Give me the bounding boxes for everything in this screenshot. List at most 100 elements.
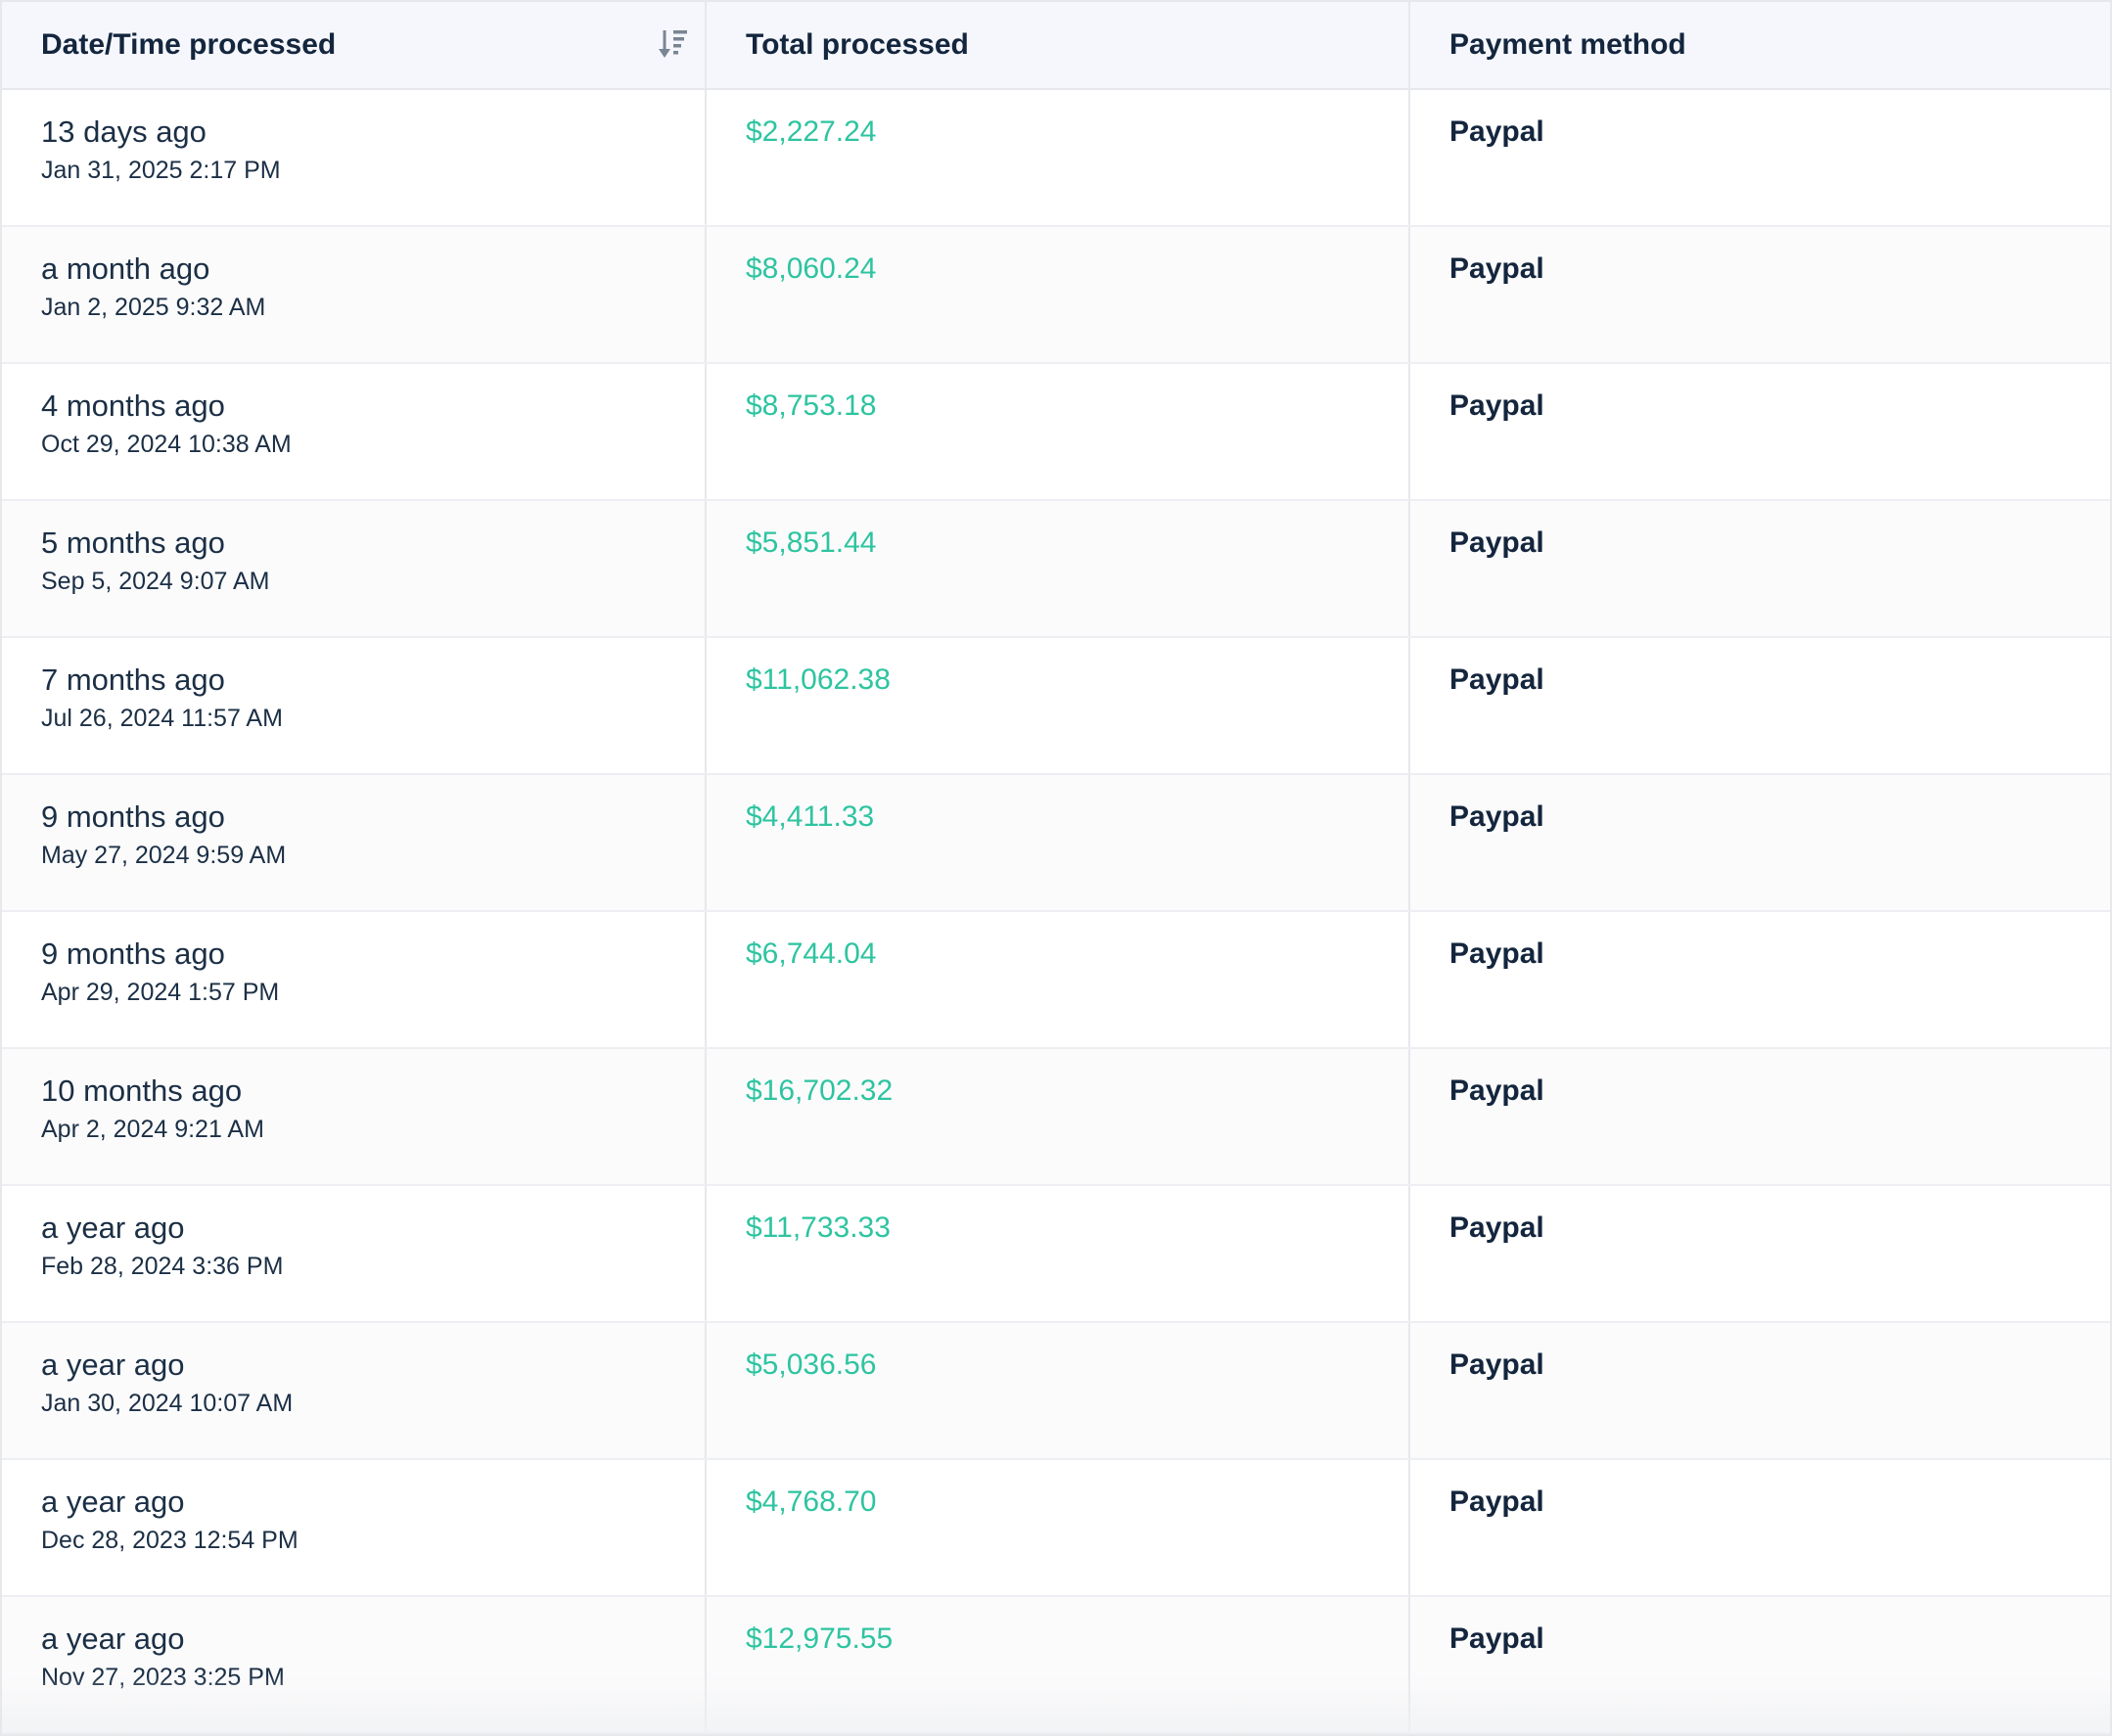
total-cell: $5,036.56 [707, 1323, 1410, 1458]
processed-datetime: Oct 29, 2024 10:38 AM [41, 431, 292, 458]
header-total-label: Total processed [746, 28, 969, 61]
payment-method: Paypal [1449, 1074, 1544, 1107]
date-cell: 9 months ago Apr 29, 2024 1:57 PM [2, 912, 707, 1047]
payment-method: Paypal [1449, 937, 1544, 970]
date-cell: 10 months ago Apr 2, 2024 9:21 AM [2, 1049, 707, 1184]
method-cell: Paypal [1410, 364, 2110, 499]
table-row[interactable]: a year ago Feb 28, 2024 3:36 PM $11,733.… [2, 1186, 2110, 1323]
total-cell: $2,227.24 [707, 90, 1410, 225]
method-cell: Paypal [1410, 912, 2110, 1047]
method-cell: Paypal [1410, 90, 2110, 225]
header-payment-method[interactable]: Payment method [1410, 2, 2110, 88]
date-cell: a year ago Jan 30, 2024 10:07 AM [2, 1323, 707, 1458]
payment-method: Paypal [1449, 1211, 1544, 1244]
table-body: 13 days ago Jan 31, 2025 2:17 PM $2,227.… [2, 90, 2110, 1734]
payment-method: Paypal [1449, 800, 1544, 833]
processed-datetime: Jan 30, 2024 10:07 AM [41, 1390, 294, 1417]
table-row[interactable]: 7 months ago Jul 26, 2024 11:57 AM $11,0… [2, 638, 2110, 775]
total-amount: $4,411.33 [746, 800, 875, 833]
total-amount: $5,036.56 [746, 1348, 877, 1381]
processed-datetime: May 27, 2024 9:59 AM [41, 842, 287, 869]
payment-method: Paypal [1449, 1485, 1544, 1518]
total-amount: $6,744.04 [746, 937, 877, 970]
table-row[interactable]: 10 months ago Apr 2, 2024 9:21 AM $16,70… [2, 1049, 2110, 1186]
table-row[interactable]: 13 days ago Jan 31, 2025 2:17 PM $2,227.… [2, 90, 2110, 227]
relative-time: 5 months ago [41, 525, 225, 560]
total-cell: $11,062.38 [707, 638, 1410, 773]
relative-time: a year ago [41, 1485, 185, 1519]
method-cell: Paypal [1410, 638, 2110, 773]
date-cell: a year ago Dec 28, 2023 12:54 PM [2, 1460, 707, 1595]
total-cell: $16,702.32 [707, 1049, 1410, 1184]
header-date-label: Date/Time processed [41, 28, 337, 61]
payment-method: Paypal [1449, 526, 1544, 559]
header-total-processed[interactable]: Total processed [707, 2, 1410, 88]
payment-method: Paypal [1449, 389, 1544, 422]
processed-datetime: Apr 2, 2024 9:21 AM [41, 1116, 264, 1143]
processed-datetime: Jan 31, 2025 2:17 PM [41, 157, 281, 184]
table-row[interactable]: a year ago Nov 27, 2023 3:25 PM $12,975.… [2, 1597, 2110, 1734]
method-cell: Paypal [1410, 1460, 2110, 1595]
total-amount: $11,733.33 [746, 1211, 891, 1244]
table-row[interactable]: a year ago Jan 30, 2024 10:07 AM $5,036.… [2, 1323, 2110, 1460]
total-cell: $12,975.55 [707, 1597, 1410, 1732]
total-amount: $5,851.44 [746, 526, 877, 559]
table-row[interactable]: 9 months ago Apr 29, 2024 1:57 PM $6,744… [2, 912, 2110, 1049]
processed-datetime: Nov 27, 2023 3:25 PM [41, 1664, 285, 1691]
date-cell: a year ago Nov 27, 2023 3:25 PM [2, 1597, 707, 1732]
date-cell: a month ago Jan 2, 2025 9:32 AM [2, 227, 707, 362]
date-cell: a year ago Feb 28, 2024 3:36 PM [2, 1186, 707, 1321]
total-cell: $11,733.33 [707, 1186, 1410, 1321]
total-amount: $11,062.38 [746, 663, 891, 696]
payment-method: Paypal [1449, 1348, 1544, 1381]
total-cell: $8,060.24 [707, 227, 1410, 362]
header-date-time[interactable]: Date/Time processed [2, 2, 707, 88]
total-cell: $4,411.33 [707, 775, 1410, 910]
relative-time: 4 months ago [41, 388, 225, 423]
relative-time: 13 days ago [41, 114, 207, 149]
table-header-row: Date/Time processed Total processed Paym… [2, 2, 2110, 90]
processed-datetime: Feb 28, 2024 3:36 PM [41, 1253, 284, 1280]
processed-datetime: Apr 29, 2024 1:57 PM [41, 979, 280, 1006]
relative-time: a year ago [41, 1622, 185, 1656]
processed-datetime: Dec 28, 2023 12:54 PM [41, 1527, 299, 1554]
table-row[interactable]: a year ago Dec 28, 2023 12:54 PM $4,768.… [2, 1460, 2110, 1597]
table-row[interactable]: 9 months ago May 27, 2024 9:59 AM $4,411… [2, 775, 2110, 912]
table-row[interactable]: 4 months ago Oct 29, 2024 10:38 AM $8,75… [2, 364, 2110, 501]
total-cell: $8,753.18 [707, 364, 1410, 499]
relative-time: a year ago [41, 1211, 185, 1245]
relative-time: 7 months ago [41, 662, 225, 697]
processed-datetime: Jan 2, 2025 9:32 AM [41, 294, 266, 321]
relative-time: a year ago [41, 1348, 185, 1382]
total-cell: $4,768.70 [707, 1460, 1410, 1595]
processed-datetime: Sep 5, 2024 9:07 AM [41, 568, 270, 595]
relative-time: 9 months ago [41, 937, 225, 971]
relative-time: 10 months ago [41, 1074, 243, 1108]
relative-time: a month ago [41, 251, 210, 286]
total-amount: $8,753.18 [746, 389, 877, 422]
total-cell: $6,744.04 [707, 912, 1410, 1047]
payment-method: Paypal [1449, 252, 1544, 285]
payment-method: Paypal [1449, 115, 1544, 148]
total-amount: $8,060.24 [746, 252, 877, 285]
processed-datetime: Jul 26, 2024 11:57 AM [41, 705, 283, 732]
method-cell: Paypal [1410, 1049, 2110, 1184]
table-row[interactable]: a month ago Jan 2, 2025 9:32 AM $8,060.2… [2, 227, 2110, 364]
method-cell: Paypal [1410, 775, 2110, 910]
total-cell: $5,851.44 [707, 501, 1410, 636]
date-cell: 4 months ago Oct 29, 2024 10:38 AM [2, 364, 707, 499]
total-amount: $16,702.32 [746, 1074, 894, 1107]
payment-method: Paypal [1449, 1622, 1544, 1655]
payment-method: Paypal [1449, 663, 1544, 696]
sort-descending-icon[interactable] [658, 27, 691, 61]
method-cell: Paypal [1410, 1597, 2110, 1732]
table-row[interactable]: 5 months ago Sep 5, 2024 9:07 AM $5,851.… [2, 501, 2110, 638]
total-amount: $2,227.24 [746, 115, 877, 148]
date-cell: 7 months ago Jul 26, 2024 11:57 AM [2, 638, 707, 773]
header-method-label: Payment method [1449, 28, 1686, 61]
date-cell: 13 days ago Jan 31, 2025 2:17 PM [2, 90, 707, 225]
method-cell: Paypal [1410, 227, 2110, 362]
total-amount: $4,768.70 [746, 1485, 877, 1518]
total-amount: $12,975.55 [746, 1622, 894, 1655]
